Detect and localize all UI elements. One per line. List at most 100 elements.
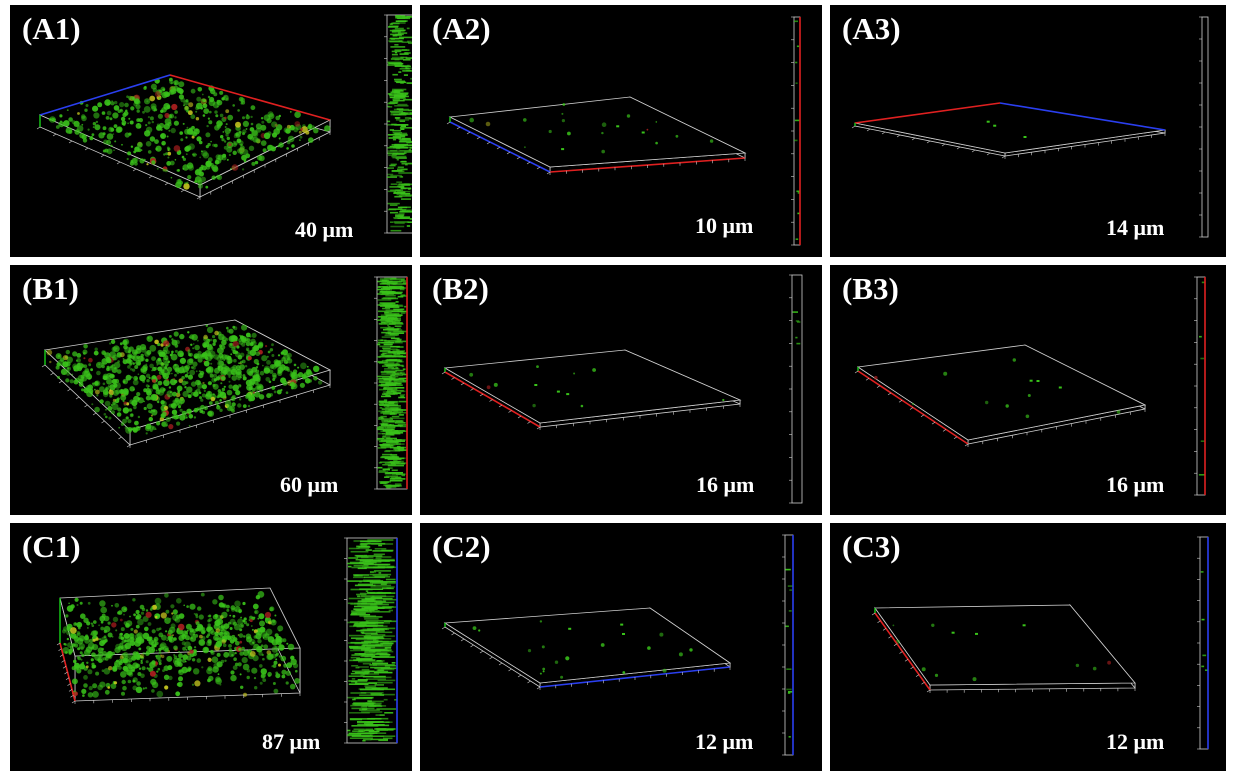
biofilm-cluster <box>524 146 526 149</box>
axis-tick <box>899 651 903 654</box>
biofilm-cluster <box>231 395 236 399</box>
cross-section-signal <box>364 597 383 599</box>
biofilm-cluster <box>109 394 113 398</box>
cross-section-signal <box>389 145 405 148</box>
cross-section-signal <box>387 420 395 423</box>
cross-section-signal <box>361 632 378 634</box>
biofilm-spot <box>568 627 572 630</box>
biofilm-cluster <box>226 329 231 333</box>
cube-render-c2 <box>441 534 794 756</box>
biofilm-cluster <box>485 121 491 127</box>
biofilm-cluster <box>192 153 196 157</box>
biofilm-cluster <box>168 424 174 430</box>
biofilm-cluster <box>111 366 118 373</box>
cross-section-signal <box>393 146 399 149</box>
cross-section-signal <box>376 669 385 671</box>
biofilm-cluster <box>239 673 242 676</box>
biofilm-cluster <box>153 639 157 642</box>
biofilm-cluster <box>137 618 144 626</box>
biofilm-cluster <box>166 105 171 109</box>
biofilm-cluster <box>151 629 156 634</box>
biofilm-cluster <box>242 601 246 606</box>
biofilm-cluster <box>268 380 272 384</box>
cross-section-signal <box>353 602 367 605</box>
biofilm-cluster <box>73 691 78 697</box>
cross-section-signal <box>398 212 405 215</box>
biofilm-cluster <box>156 670 159 673</box>
cross-section-signal <box>373 570 391 572</box>
biofilm-cluster <box>169 77 173 82</box>
biofilm-cluster <box>233 657 237 661</box>
cross-section-signal <box>364 566 385 569</box>
biofilm-cluster <box>166 146 170 150</box>
biofilm-cluster <box>228 335 236 343</box>
biofilm-cluster <box>187 413 190 415</box>
axis-tick <box>964 443 969 447</box>
biofilm-cluster <box>260 672 267 678</box>
biofilm-cluster <box>874 375 878 380</box>
cross-section-signal <box>382 347 391 350</box>
biofilm-cluster <box>295 124 302 131</box>
biofilm-cluster <box>192 347 195 350</box>
cross-section-signal <box>398 138 406 140</box>
axis-tick <box>56 642 61 646</box>
biofilm-cluster <box>655 121 658 123</box>
cross-section-signal <box>395 430 405 432</box>
biofilm-cluster <box>113 681 118 685</box>
biofilm-cluster <box>193 353 199 359</box>
cross-section-signal <box>392 456 400 458</box>
cross-section-signal <box>399 280 406 282</box>
cross-section-signal <box>359 615 377 617</box>
biofilm-cluster <box>150 678 157 685</box>
biofilm-cluster <box>89 136 94 141</box>
biofilm-cluster <box>133 157 139 163</box>
cross-section-signal <box>378 739 388 742</box>
biofilm-cluster <box>79 663 86 670</box>
biofilm-cluster <box>158 651 162 654</box>
biofilm-cluster <box>82 349 88 355</box>
biofilm-cluster <box>573 372 576 375</box>
biofilm-cluster <box>136 392 141 397</box>
biofilm-cluster <box>207 117 210 120</box>
axis-tick <box>470 388 474 391</box>
biofilm-cluster <box>120 627 125 632</box>
cross-section-signal <box>391 640 397 643</box>
cross-section-signal <box>378 418 393 420</box>
biofilm-cluster <box>60 368 68 375</box>
biofilm-cluster <box>261 653 264 657</box>
biofilm-cluster <box>249 651 256 657</box>
biofilm-cluster <box>240 616 243 619</box>
biofilm-cluster <box>120 671 127 678</box>
cross-section-signal <box>382 393 396 395</box>
biofilm-cluster <box>231 634 236 639</box>
cross-section-signal <box>360 674 365 676</box>
biofilm-cluster <box>120 632 123 636</box>
biofilm-cluster <box>119 389 125 395</box>
cross-section-signal <box>385 485 400 487</box>
cross-section-signal <box>396 369 403 372</box>
biofilm-cluster <box>158 627 162 630</box>
biofilm-cluster <box>84 108 88 112</box>
cross-section-signal <box>387 389 404 392</box>
cross-section-signal <box>386 391 402 394</box>
cross-section-signal <box>384 647 392 649</box>
biofilm-cluster <box>78 626 81 630</box>
biofilm-cluster <box>165 630 168 633</box>
cross-section-signal <box>786 688 792 691</box>
cross-section-signal <box>404 151 412 153</box>
cross-section-signal <box>797 192 800 194</box>
cross-section-signal <box>391 469 398 472</box>
biofilm-cluster <box>137 397 144 404</box>
cross-section-signal <box>394 90 404 92</box>
cross-section-signal <box>382 468 390 470</box>
biofilm-cluster <box>139 374 146 382</box>
biofilm-cluster <box>132 355 139 361</box>
biofilm-cluster <box>199 370 205 376</box>
biofilm-cluster <box>80 613 86 619</box>
biofilm-cluster <box>76 655 80 659</box>
biofilm-cluster <box>268 674 271 677</box>
biofilm-cluster <box>201 93 204 96</box>
cross-section-signal <box>348 645 366 648</box>
biofilm-cluster <box>271 639 278 646</box>
cross-section-signal <box>401 137 411 140</box>
